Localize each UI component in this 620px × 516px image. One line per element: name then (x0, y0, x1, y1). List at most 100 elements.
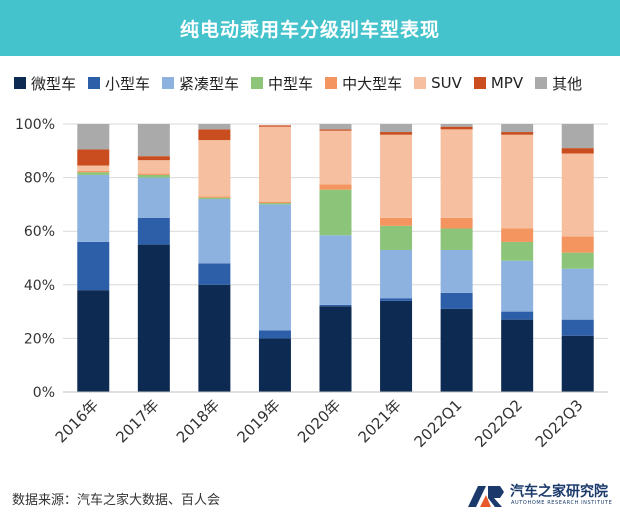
bar-segment (319, 235, 352, 305)
x-tick-label: 2018年 (173, 396, 223, 446)
bar-segment (137, 156, 170, 161)
title-bar: 纯电动乘用车分级别车型表现 (0, 0, 620, 56)
bar-segment (77, 290, 110, 392)
bar-segment (501, 134, 534, 229)
bar-segment (319, 184, 352, 190)
bar-segment (319, 129, 352, 131)
legend-label: MPV (490, 74, 524, 92)
bar-segment (440, 126, 473, 130)
bar-segment (198, 263, 231, 285)
y-tick-label: 60% (24, 224, 55, 240)
bar-segment (258, 330, 291, 339)
data-source: 数据来源：汽车之家大数据、百人会 (12, 493, 221, 508)
bar-segment (258, 126, 291, 202)
bar-segment (319, 306, 352, 392)
legend-label: 小型车 (105, 74, 151, 93)
legend-swatch (473, 77, 486, 89)
bar-segment (501, 132, 534, 135)
bar-segment (501, 228, 534, 242)
bar-segment (561, 252, 594, 269)
bar-segment (77, 174, 110, 242)
bar-segment (258, 338, 291, 392)
bar-segment (561, 319, 594, 336)
bar-segment (137, 160, 170, 174)
bar-segment (198, 140, 231, 197)
x-tick-label: 2022Q1 (411, 396, 466, 451)
chart-title: 纯电动乘用车分级别车型表现 (179, 18, 440, 41)
x-tick-label: 2022Q2 (471, 396, 526, 451)
legend-swatch (162, 77, 175, 89)
stacked-bar-chart: 0%20%40%60%80%100%2016年 2017年 2018年 2019年 20… (15, 117, 608, 451)
bar-segment (198, 284, 231, 392)
bar-segment (77, 149, 110, 166)
bar-segment (501, 124, 534, 133)
legend-item: 中大型车 (325, 73, 402, 94)
bar-segment (440, 217, 473, 229)
bar-segment (561, 124, 594, 149)
bar-segment (319, 130, 352, 185)
bar-segment (380, 217, 413, 226)
bar-segment (440, 249, 473, 293)
chart-legend: 微型车 小型车 紧凑型车 中型车 中大型车 SUV MPV 其他 (14, 68, 614, 98)
legend-item: 紧凑型车 (162, 73, 239, 94)
x-tick-label: 2020年 (294, 396, 344, 446)
x-tick-label: 2022Q3 (532, 396, 587, 451)
y-tick-label: 40% (24, 278, 55, 294)
y-tick-label: 0% (33, 385, 55, 401)
bar-segment (198, 129, 231, 141)
bar-segment (501, 260, 534, 312)
legend-item: 中型车 (251, 73, 313, 94)
bar-segment (258, 204, 291, 331)
bar-segment (501, 311, 534, 320)
bar-segment (77, 241, 110, 291)
bar-segment (77, 172, 110, 175)
x-tick-label: 2019年 (233, 396, 283, 446)
bar-segment (440, 228, 473, 250)
bar-segment (380, 298, 413, 301)
x-tick-label: 2021年 (355, 396, 405, 446)
bar-segment (137, 177, 170, 218)
bar-segment (319, 189, 352, 236)
x-tick-label: 2017年 (112, 396, 162, 446)
bar-segment (561, 153, 594, 237)
bar-segment (561, 148, 594, 154)
bar-segment (137, 173, 170, 175)
legend-swatch (414, 77, 427, 89)
bar-segment (77, 124, 110, 150)
y-tick-label: 100% (15, 117, 55, 133)
bar-segment (380, 132, 413, 135)
bar-segment (198, 196, 231, 198)
legend-item: 微型车 (14, 73, 76, 94)
bar-segment (137, 217, 170, 245)
bar-segment (77, 165, 110, 171)
bar-segment (380, 249, 413, 299)
bar-segment (258, 203, 291, 205)
logo-name: 汽车之家研究院 (510, 484, 608, 500)
bar-segment (380, 134, 413, 218)
legend-label: 中大型车 (342, 74, 403, 93)
bar-segment (137, 244, 170, 392)
bar-segment (440, 129, 473, 218)
bar-segment (380, 124, 413, 133)
legend-label: 中型车 (268, 74, 314, 93)
bar-segment (198, 199, 231, 264)
bar-segment (380, 225, 413, 250)
legend-swatch (88, 77, 101, 89)
bar-segment (319, 124, 352, 130)
logo-subtitle: AUTOHOME RESEARCH INSTITUTE (511, 500, 613, 506)
bar-segment (198, 124, 231, 130)
bar-segment (77, 170, 110, 173)
bar-segment (440, 308, 473, 392)
legend-swatch (14, 77, 26, 89)
legend-swatch (535, 77, 548, 89)
logo: 汽车之家研究院 AUTOHOME RESEARCH INSTITUTE (466, 481, 616, 511)
bar-segment (501, 319, 534, 392)
legend-item: MPV (473, 74, 524, 92)
legend-swatch (251, 77, 264, 89)
bar-segment (561, 335, 594, 392)
bar-segment (561, 268, 594, 320)
bar-segment (501, 241, 534, 261)
legend-swatch (325, 77, 338, 89)
bar-segment (258, 201, 291, 204)
bar-segment (440, 124, 473, 127)
